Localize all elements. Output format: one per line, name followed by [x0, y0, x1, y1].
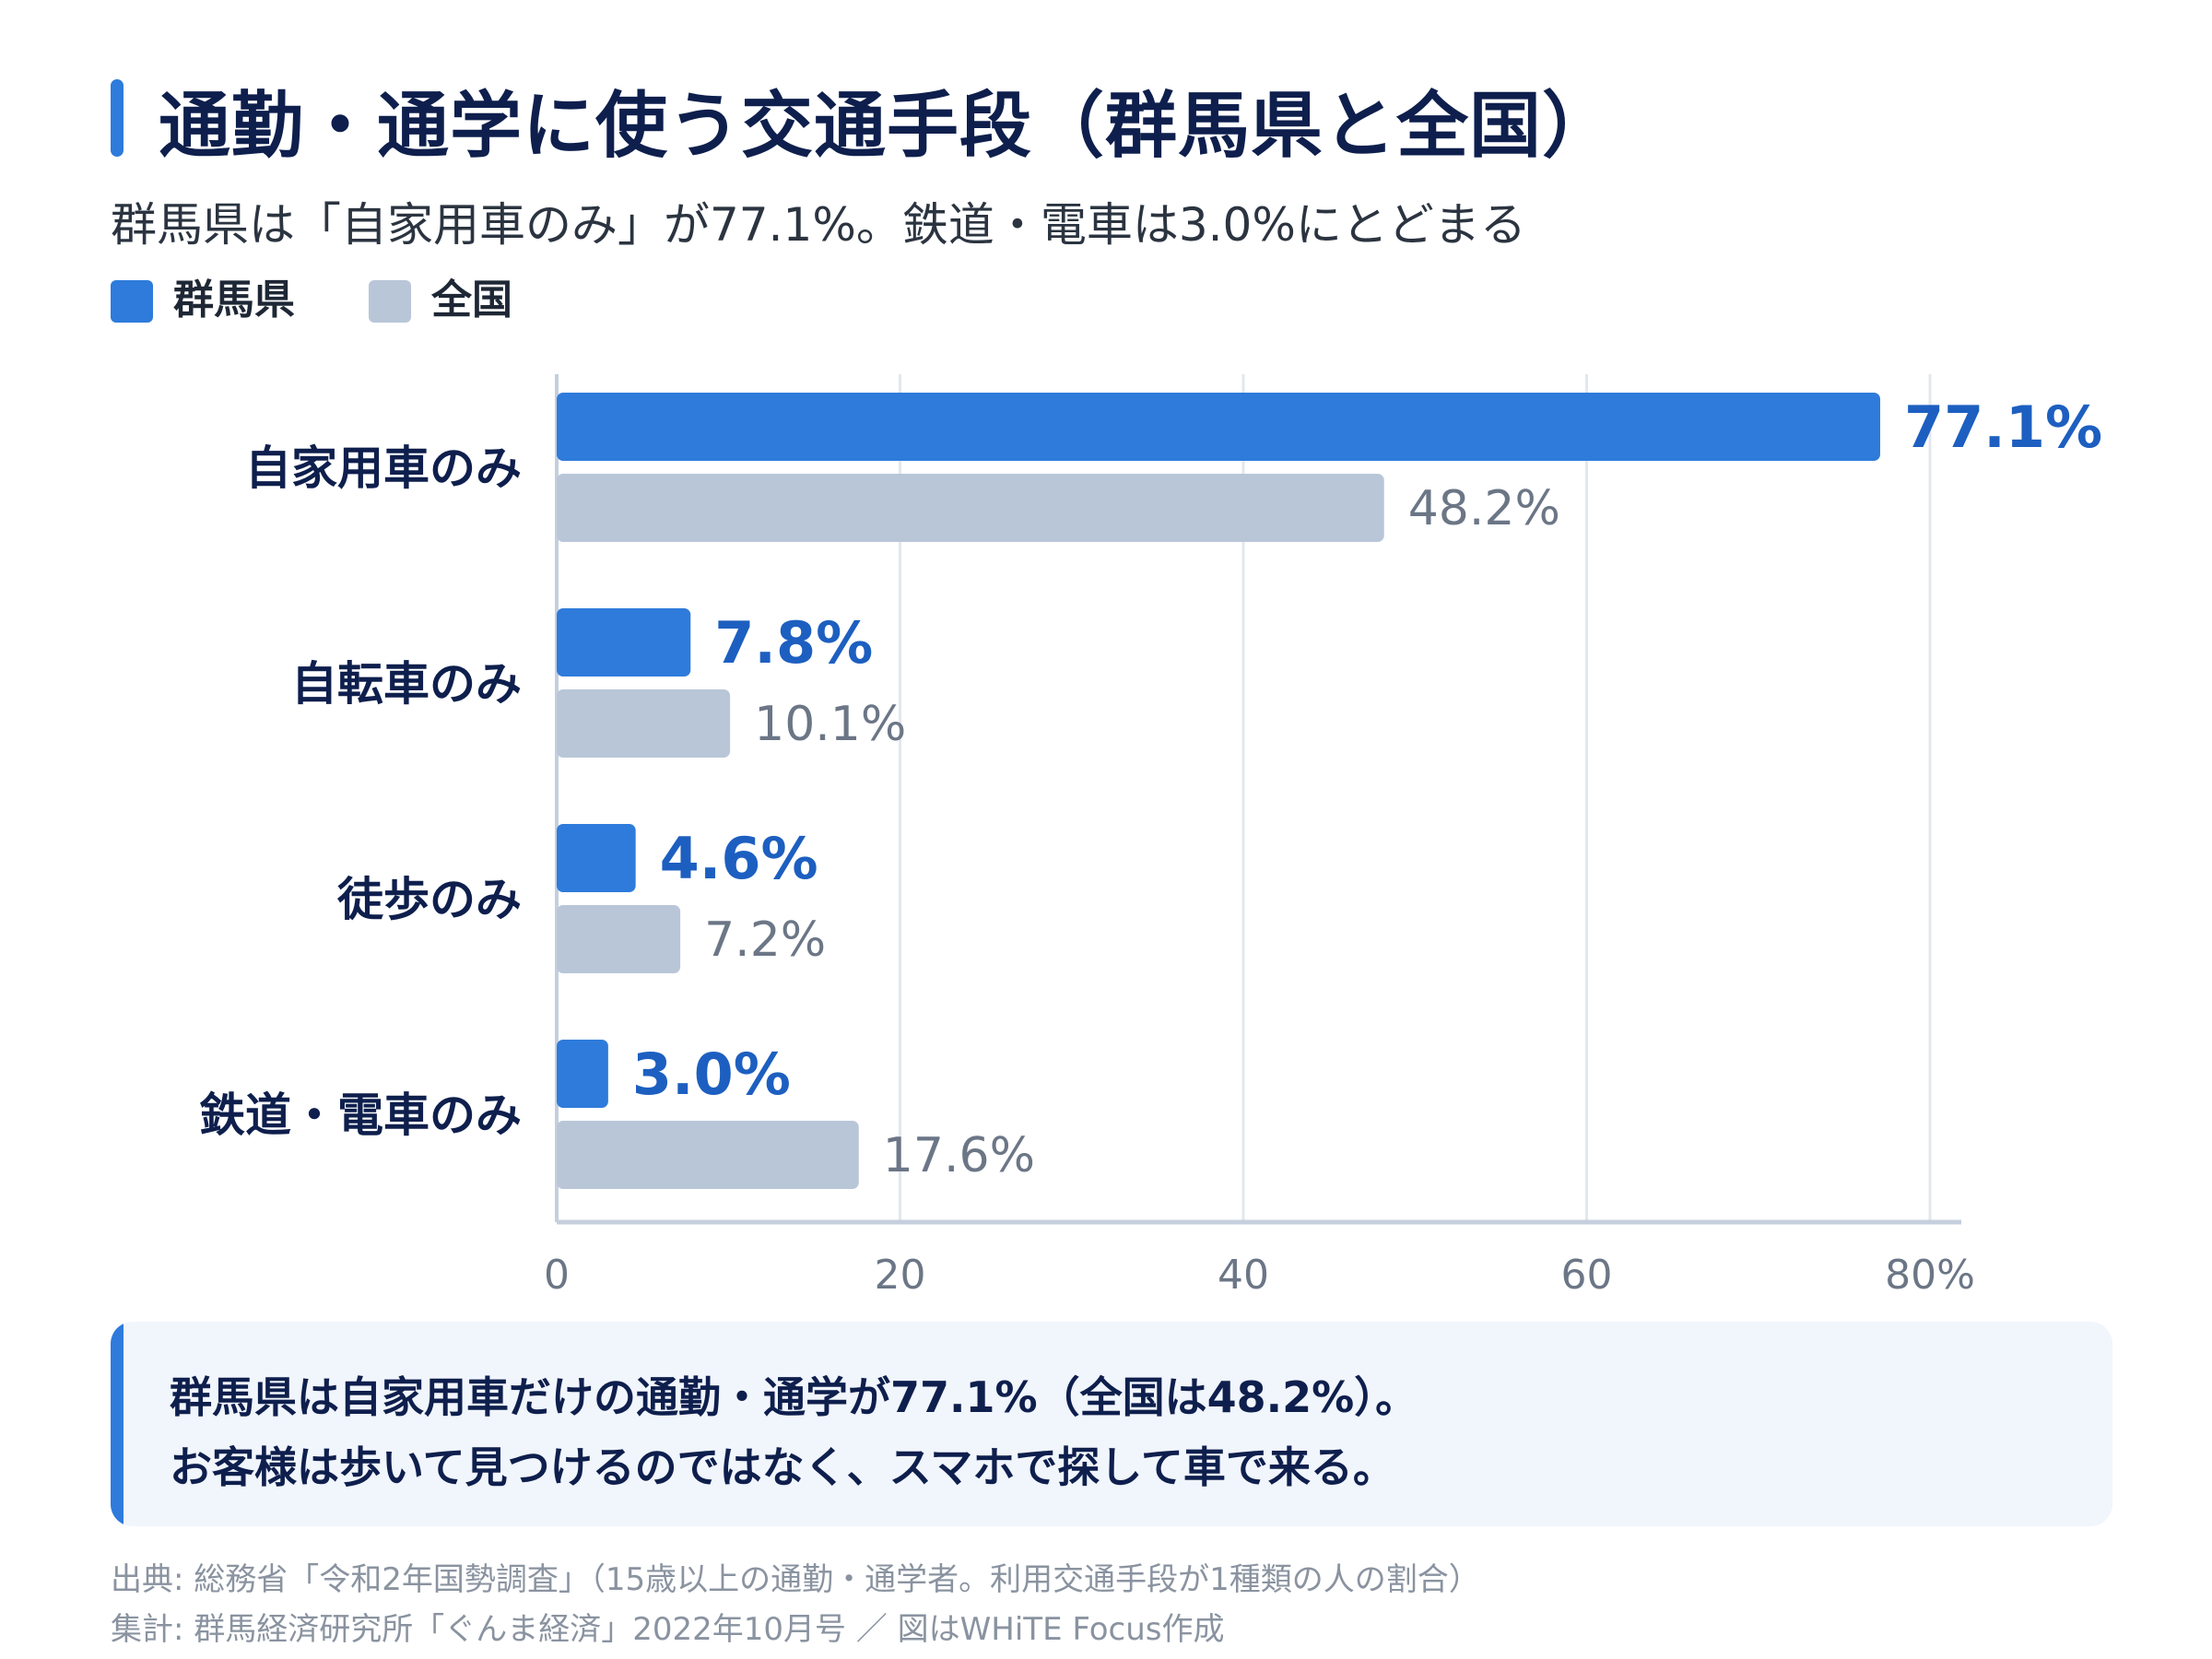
x-tick-label-80: 80% [1885, 1252, 1975, 1299]
category-label: 自転車のみ [291, 657, 522, 711]
legend-label-gunma: 群馬県 [173, 276, 295, 324]
bar-gunma [557, 824, 636, 892]
callout-accent-bar [111, 1322, 124, 1526]
legend-label-national: 全国 [431, 276, 512, 324]
callout-text-line-1: 群馬県は自家用車だけの通勤・通学が77.1%（全国は48.2%）。 [170, 1372, 1418, 1422]
category-label: 自家用車のみ [245, 441, 522, 495]
data-label-gunma: 4.6% [660, 825, 818, 892]
bar-national [557, 1121, 859, 1189]
legend-swatch-gunma [111, 280, 153, 323]
x-tick-label-60: 60 [1561, 1252, 1613, 1299]
tally-note: 集計: 群馬経済研究所「ぐんま経済」2022年10月号 ／ 図はWHiTE Fo… [111, 1611, 1225, 1648]
x-tick-label-20: 20 [875, 1252, 926, 1299]
data-label-gunma: 77.1% [1904, 394, 2102, 461]
data-label-gunma: 7.8% [714, 609, 873, 677]
data-label-national: 48.2% [1408, 481, 1560, 536]
source-note: 出典: 総務省「令和2年国勢調査」（15歳以上の通勤・通学者。利用交通手段が1種… [111, 1561, 1480, 1598]
category-label: 徒歩のみ [336, 873, 522, 926]
bar-national [557, 474, 1384, 542]
bar-gunma [557, 393, 1880, 461]
page-title: 通勤・通学に使う交通手段（群馬県と全国） [159, 85, 1616, 168]
title-accent-bar [111, 79, 124, 157]
category-label: 鉄道・電車のみ [199, 1088, 522, 1142]
bar-national [557, 689, 731, 758]
page-subtitle: 群馬県は「自家用車のみ」が77.1%。鉄道・電車は3.0%にとどまる [111, 198, 1526, 252]
data-label-gunma: 3.0% [632, 1041, 791, 1108]
bar-national [557, 905, 681, 973]
data-label-national: 10.1% [754, 697, 906, 752]
x-tick-label-40: 40 [1218, 1252, 1269, 1299]
bar-chart: 0 20 40 60 80% 自家用車のみ 77.1% 48.2% 自転車のみ 7.8% 10.1%… [199, 374, 2102, 1299]
bar-gunma [557, 1040, 608, 1108]
data-label-national: 17.6% [883, 1128, 1035, 1183]
callout-box: 群馬県は自家用車だけの通勤・通学が77.1%（全国は48.2%）。 お客様は歩い… [111, 1322, 2112, 1526]
callout-text-line-2: お客様は歩いて見つけるのではなく、スマホで探して車で来る。 [170, 1442, 1395, 1492]
data-label-national: 7.2% [704, 912, 826, 968]
x-tick-label-0: 0 [544, 1252, 570, 1299]
legend-swatch-national [369, 280, 411, 323]
bar-gunma [557, 608, 691, 677]
